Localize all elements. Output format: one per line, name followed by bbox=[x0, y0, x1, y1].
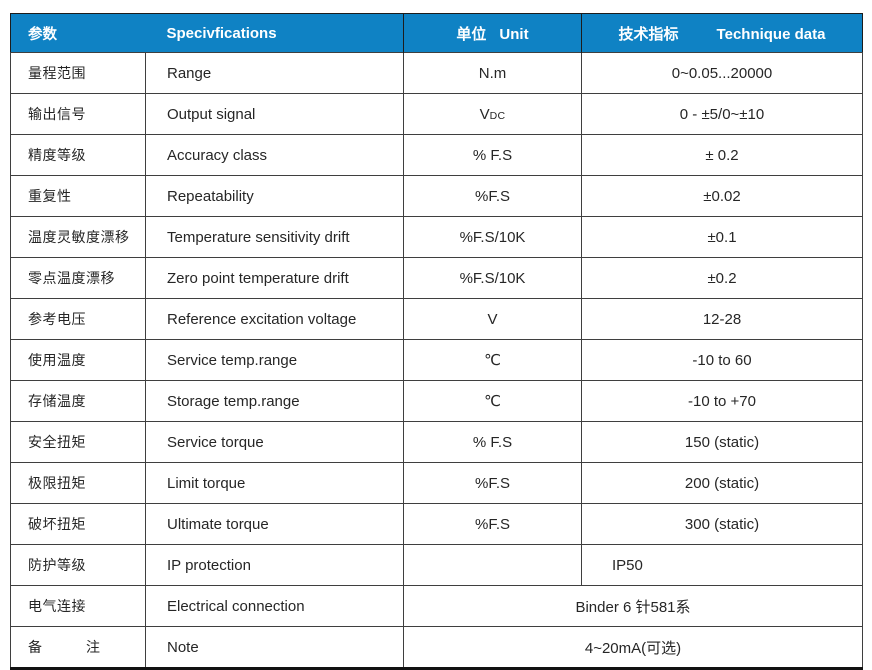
unit-cell: V bbox=[403, 298, 582, 340]
value-cell: ±0.1 bbox=[581, 216, 863, 258]
unit-cell: VDC bbox=[403, 93, 582, 135]
unit-cell: ℃ bbox=[403, 380, 582, 422]
spec-table-container: 参数 Specivfications 单位 Unit 技术指标 Technique … bbox=[10, 13, 863, 670]
param-name-en: Service temp.range bbox=[145, 339, 404, 381]
table-header-row: 参数 Specivfications 单位 Unit 技术指标 Technique … bbox=[10, 13, 863, 53]
table-row: 输出信号 Output signal VDC 0 - ±5/0~±10 bbox=[10, 93, 863, 135]
table-row: 安全扭矩 Service torque% F.S 150 (static) bbox=[10, 421, 863, 463]
value-cell: ±0.2 bbox=[581, 257, 863, 299]
param-name-en: Note bbox=[145, 626, 404, 669]
param-name-zh: 使用温度 bbox=[10, 339, 146, 381]
unit-cell: N.m bbox=[403, 52, 582, 94]
table-row: 破坏扭矩 Ultimate torque %F.S 300 (static) bbox=[10, 503, 863, 545]
table-row: 零点温度漂移 Zero point temperature drift %F.S/1… bbox=[10, 257, 863, 299]
value-cell: -10 to +70 bbox=[581, 380, 863, 422]
value-cell: 0~0.05...20000 bbox=[581, 52, 863, 94]
param-name-zh: 存储温度 bbox=[10, 380, 146, 422]
param-name-en: Reference excitation voltage bbox=[145, 298, 404, 340]
unit-main: V bbox=[479, 105, 490, 123]
param-name-en: Storage temp.range bbox=[145, 380, 404, 422]
value-cell: ±0.02 bbox=[581, 175, 863, 217]
unit-cell: % F.S bbox=[403, 134, 582, 176]
table-row: 电气连接 Electrical connection Binder 6 针581系 bbox=[10, 585, 863, 627]
param-name-zh: 参考电压 bbox=[10, 298, 146, 340]
merged-value-cell: 4~20mA(可选) bbox=[403, 626, 863, 669]
unit-cell: % F.S bbox=[403, 421, 582, 463]
value-cell: 150 (static) bbox=[581, 421, 863, 463]
unit-cell: %F.S bbox=[403, 175, 582, 217]
param-name-en: IP protection bbox=[145, 544, 404, 586]
param-name-en: Accuracy class bbox=[145, 134, 404, 176]
table-row: 使用温度 Service temp.range ℃ -10 to 60 bbox=[10, 339, 863, 381]
header-technique-en: Technique data bbox=[716, 25, 826, 43]
param-name-zh: 温度灵敏度漂移 bbox=[10, 216, 146, 258]
table-row: 温度灵敏度漂移 Temperature sensitivity drift %F.S… bbox=[10, 216, 863, 258]
param-name-en: Ultimate torque bbox=[145, 503, 404, 545]
table-row: 量程范围 Range N.m 0~0.05...20000 bbox=[10, 52, 863, 94]
table-row: 防护等级 IP protection IP50 bbox=[10, 544, 863, 586]
value-cell: -10 to 60 bbox=[581, 339, 863, 381]
header-cell-param: 参数 bbox=[10, 13, 146, 53]
spec-table-body: 量程范围 Range N.m 0~0.05...20000 输出信号 Output sig… bbox=[10, 52, 863, 669]
unit-cell bbox=[403, 544, 582, 586]
param-name-en: Limit torque bbox=[145, 462, 404, 504]
param-name-en: Repeatability bbox=[145, 175, 404, 217]
param-name-zh: 防护等级 bbox=[10, 544, 146, 586]
param-name-zh: 重复性 bbox=[10, 175, 146, 217]
unit-cell: %F.S bbox=[403, 503, 582, 545]
header-cell-specifications: Specivfications bbox=[145, 13, 404, 53]
spec-table: 参数 Specivfications 单位 Unit 技术指标 Technique … bbox=[10, 13, 863, 670]
table-row: 备 注 Note 4~20mA(可选) bbox=[10, 626, 863, 669]
header-unit-zh: 单位 bbox=[456, 25, 487, 43]
header-technique-zh: 技术指标 bbox=[618, 25, 679, 43]
table-row: 精度等级 Accuracy class% F.S ± 0.2 bbox=[10, 134, 863, 176]
param-name-zh: 破坏扭矩 bbox=[10, 503, 146, 545]
unit-cell: %F.S/10K bbox=[403, 216, 582, 258]
param-name-en: Temperature sensitivity drift bbox=[145, 216, 404, 258]
value-cell: 12-28 bbox=[581, 298, 863, 340]
table-row: 参考电压 Reference excitation voltage V 12-28 bbox=[10, 298, 863, 340]
param-name-zh: 安全扭矩 bbox=[10, 421, 146, 463]
table-row: 极限扭矩 Limit torque %F.S 200 (static) bbox=[10, 462, 863, 504]
param-name-zh: 极限扭矩 bbox=[10, 462, 146, 504]
param-name-zh: 输出信号 bbox=[10, 93, 146, 135]
param-name-en: Range bbox=[145, 52, 404, 94]
table-row: 重复性 Repeatability %F.S ±0.02 bbox=[10, 175, 863, 217]
param-name-en: Service torque bbox=[145, 421, 404, 463]
table-row: 存储温度 Storage temp.range ℃ -10 to +70 bbox=[10, 380, 863, 422]
param-name-zh: 精度等级 bbox=[10, 134, 146, 176]
param-name-en: Electrical connection bbox=[145, 585, 404, 627]
value-cell: IP50 bbox=[581, 544, 863, 586]
value-cell: 300 (static) bbox=[581, 503, 863, 545]
param-name-zh: 量程范围 bbox=[10, 52, 146, 94]
param-name-en: Zero point temperature drift bbox=[145, 257, 404, 299]
value-cell: ± 0.2 bbox=[581, 134, 863, 176]
param-name-zh: 电气连接 bbox=[10, 585, 146, 627]
value-cell: 200 (static) bbox=[581, 462, 863, 504]
unit-cell: %F.S/10K bbox=[403, 257, 582, 299]
merged-value-cell: Binder 6 针581系 bbox=[403, 585, 863, 627]
param-name-en: Output signal bbox=[145, 93, 404, 135]
param-name-zh: 备 注 bbox=[10, 626, 146, 669]
param-name-zh: 零点温度漂移 bbox=[10, 257, 146, 299]
unit-cell: %F.S bbox=[403, 462, 582, 504]
header-unit-en: Unit bbox=[499, 25, 529, 43]
header-cell-unit: 单位 Unit bbox=[403, 13, 582, 53]
unit-subscript: DC bbox=[489, 109, 506, 122]
header-cell-technique-data: 技术指标 Technique data bbox=[581, 13, 863, 53]
unit-cell: ℃ bbox=[403, 339, 582, 381]
value-cell: 0 - ±5/0~±10 bbox=[581, 93, 863, 135]
